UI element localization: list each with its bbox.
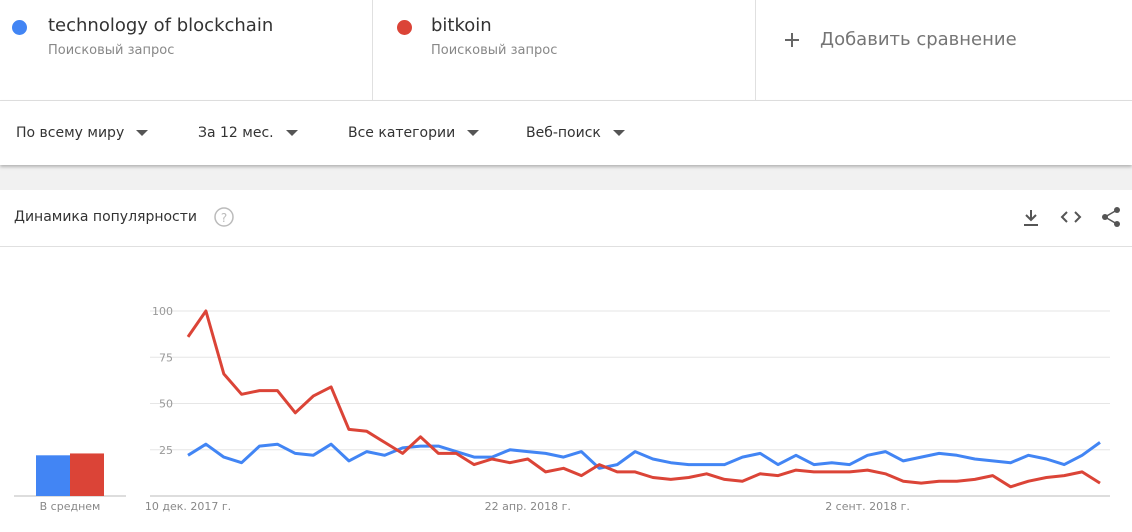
plus-icon — [785, 33, 799, 47]
average-label: В среднем — [40, 500, 101, 513]
share-icon[interactable] — [1102, 207, 1120, 227]
y-tick-label: 50 — [159, 398, 173, 411]
term-sub: Поисковый запрос — [431, 43, 558, 58]
header-icons: ? — [214, 207, 1120, 227]
x-tick-label: 22 апр. 2018 г. — [485, 500, 571, 513]
add-comparison[interactable]: Добавить сравнение — [756, 0, 1132, 100]
term-dot — [12, 20, 27, 35]
term-name: bitkoin — [431, 15, 492, 36]
x-tick-label: 2 сент. 2018 г. — [825, 500, 910, 513]
term-sub: Поисковый запрос — [48, 43, 175, 58]
filter[interactable]: Веб-поиск — [526, 125, 625, 141]
y-tick-label: 100 — [152, 305, 173, 318]
filter[interactable]: Все категории — [348, 125, 479, 141]
section-title: Динамика популярности — [14, 209, 197, 225]
filters-bar: По всему миру За 12 мес. Все категории В… — [0, 101, 1132, 165]
y-tick-label: 25 — [159, 444, 173, 457]
card-header: Динамика популярности ? — [0, 190, 1132, 247]
term-name: technology of blockchain — [48, 15, 274, 36]
x-tick-label: 10 дек. 2017 г. — [145, 500, 231, 513]
filter[interactable]: За 12 мес. — [198, 125, 298, 141]
y-tick-label: 75 — [159, 351, 173, 364]
average-bar — [36, 455, 70, 496]
chart-card: Динамика популярности ? — [0, 190, 1132, 532]
term-card[interactable]: technology of blockchain Поисковый запро… — [0, 0, 373, 100]
term-dot — [397, 20, 412, 35]
embed-icon[interactable] — [1060, 211, 1082, 223]
filter[interactable]: По всему миру — [16, 125, 148, 141]
terms-bar: technology of blockchain Поисковый запро… — [0, 0, 1132, 101]
add-comparison-label: Добавить сравнение — [820, 29, 1017, 50]
average-bar — [70, 453, 104, 496]
series-line — [187, 441, 1101, 470]
term-card[interactable]: bitkoin Поисковый запрос — [373, 0, 756, 100]
series-line — [186, 309, 1101, 489]
download-icon[interactable] — [1024, 210, 1038, 226]
help-icon[interactable]: ? — [214, 207, 234, 227]
svg-text:?: ? — [221, 211, 227, 225]
